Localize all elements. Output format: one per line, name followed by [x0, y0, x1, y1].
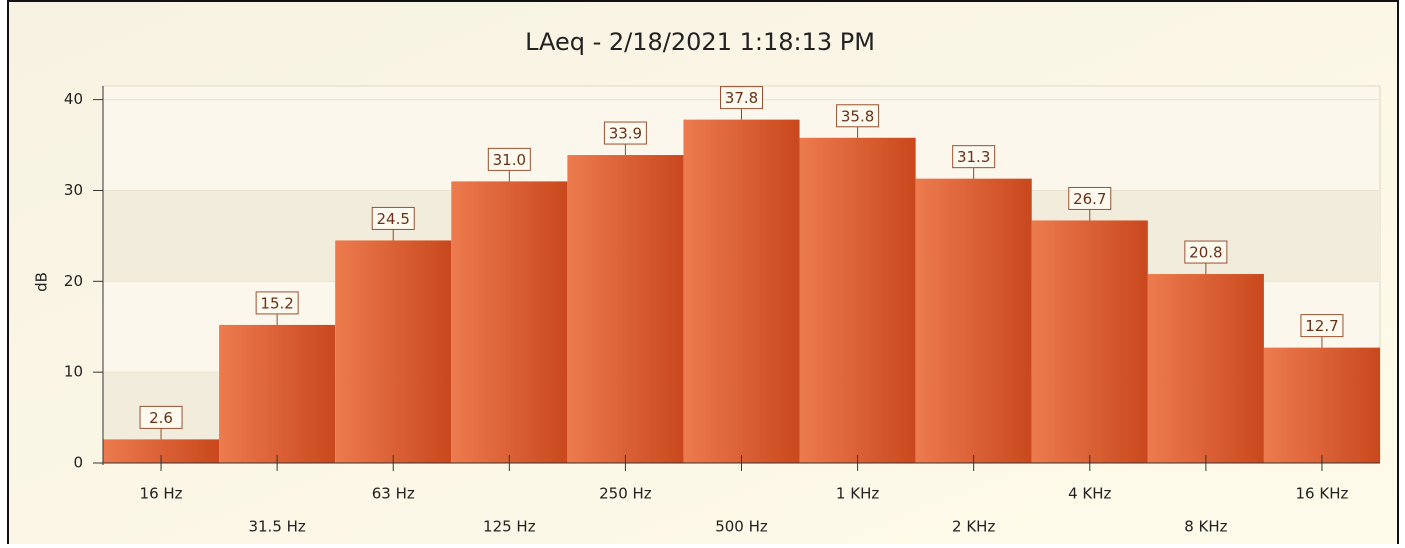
chart-title: LAeq - 2/18/2021 1:18:13 PM — [525, 28, 875, 56]
value-label: 12.7 — [1305, 317, 1338, 335]
bar — [1263, 347, 1380, 463]
value-label: 20.8 — [1189, 244, 1222, 262]
label-box — [139, 405, 183, 429]
y-tick-label: 20 — [64, 272, 83, 290]
label-box — [487, 147, 531, 171]
label-box — [255, 291, 299, 315]
y-axis-label: dB — [33, 272, 51, 292]
label-box — [720, 86, 763, 110]
x-tick-label: 63 Hz — [372, 485, 415, 503]
label-box — [836, 104, 880, 128]
y-tick-label: 30 — [64, 181, 83, 199]
x-tick-label: 16 Hz — [140, 485, 183, 503]
bar — [683, 119, 800, 463]
bar — [799, 137, 916, 464]
value-label: 26.7 — [1073, 190, 1106, 208]
bar — [915, 178, 1032, 463]
value-label: 24.5 — [377, 210, 410, 228]
value-label: 33.9 — [609, 125, 642, 143]
label-box — [1300, 314, 1344, 338]
label-box — [1184, 240, 1228, 264]
x-tick-label: 250 Hz — [599, 485, 652, 503]
x-tick-label: 1 KHz — [836, 485, 879, 503]
value-label: 37.8 — [725, 89, 758, 107]
x-tick-label: 8 KHz — [1184, 518, 1227, 536]
x-tick-label: 4 KHz — [1068, 485, 1111, 503]
x-tick-label: 500 Hz — [715, 518, 768, 536]
label-box — [1068, 186, 1112, 210]
value-label: 15.2 — [260, 294, 293, 312]
bar — [567, 155, 684, 464]
value-label: 2.6 — [149, 409, 173, 427]
value-label: 31.0 — [493, 151, 526, 169]
y-tick-label: 0 — [73, 454, 83, 472]
bar — [1147, 274, 1264, 463]
bar — [451, 181, 568, 463]
value-label: 35.8 — [841, 107, 874, 125]
y-tick-label: 10 — [64, 363, 83, 381]
label-box — [952, 145, 996, 169]
bar — [1031, 220, 1148, 463]
label-box — [371, 206, 415, 230]
x-tick-label: 16 KHz — [1296, 485, 1349, 503]
x-tick-label: 125 Hz — [483, 518, 536, 536]
label-box — [603, 121, 647, 145]
bar — [103, 439, 220, 463]
x-tick-label: 2 KHz — [952, 518, 995, 536]
y-tick-label: 40 — [64, 90, 83, 108]
bar — [335, 240, 452, 463]
x-tick-label: 31.5 Hz — [248, 518, 305, 536]
bar — [219, 324, 336, 463]
value-label: 31.3 — [957, 148, 990, 166]
